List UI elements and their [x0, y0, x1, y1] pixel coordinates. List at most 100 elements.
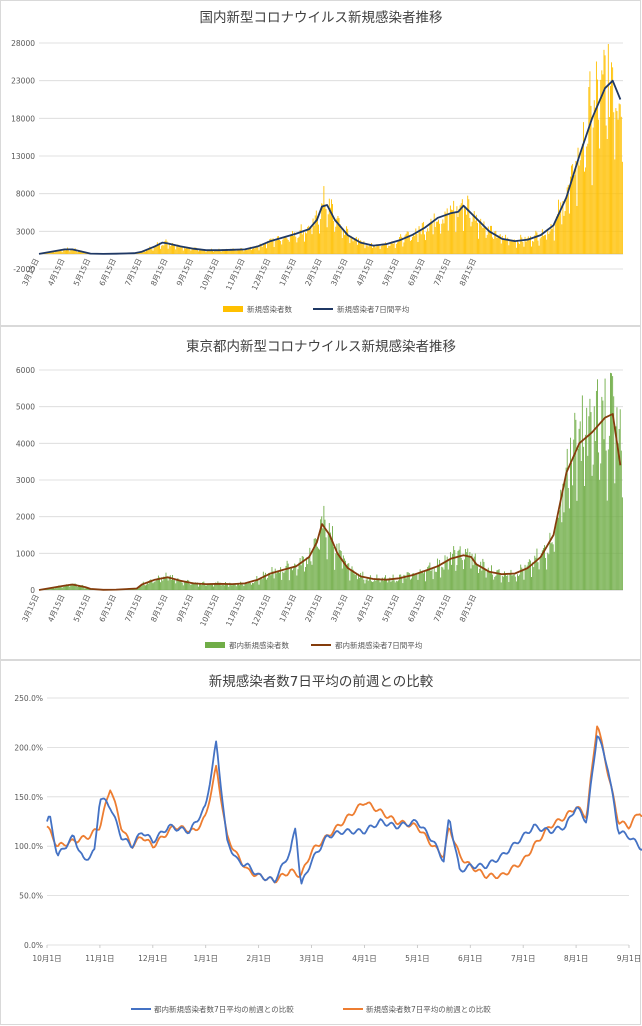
daily-bar — [314, 226, 315, 254]
daily-bar — [176, 580, 177, 590]
daily-bar — [526, 242, 527, 254]
daily-bar — [342, 238, 343, 254]
daily-bar — [435, 227, 436, 254]
daily-bar — [289, 580, 290, 590]
daily-bar — [553, 544, 554, 590]
y-tick-label: 3000 — [16, 476, 35, 485]
daily-bar — [581, 461, 582, 590]
y-tick-label: 18000 — [11, 114, 35, 123]
daily-bar — [538, 241, 539, 254]
daily-bar — [349, 243, 350, 254]
daily-bar — [555, 221, 556, 254]
daily-bar — [154, 582, 155, 590]
daily-bar — [243, 251, 244, 254]
x-tick-label: 5月15日 — [380, 257, 401, 287]
daily-bar — [347, 229, 348, 254]
daily-bar — [428, 231, 429, 254]
daily-bar — [144, 585, 145, 590]
daily-bar — [519, 575, 520, 590]
daily-bar — [588, 87, 589, 254]
daily-bar — [402, 583, 403, 590]
daily-bar — [283, 573, 284, 590]
x-tick-label: 6月15日 — [97, 257, 118, 287]
daily-bar — [562, 484, 563, 590]
y-tick-label: 28000 — [11, 39, 35, 48]
daily-bar — [397, 581, 398, 590]
daily-bar — [312, 234, 313, 254]
daily-bar — [330, 533, 331, 590]
daily-bar — [332, 526, 333, 590]
daily-bar — [318, 548, 319, 590]
daily-bar — [414, 236, 415, 254]
daily-bar — [232, 585, 233, 590]
daily-bar — [543, 236, 544, 254]
daily-bar — [368, 246, 369, 253]
daily-bar — [469, 552, 470, 590]
daily-bar — [599, 480, 600, 590]
daily-bar — [531, 247, 532, 254]
y-tick-label: 6000 — [16, 366, 35, 375]
legend-label-tokyo: 都内新規感染者数7日平均の前週との比較 — [154, 1004, 294, 1014]
daily-bar — [268, 243, 269, 254]
x-tick-label: 9月1日 — [617, 954, 642, 963]
daily-bar — [569, 214, 570, 254]
daily-bar — [535, 231, 536, 254]
x-tick-label: 12月1日 — [138, 954, 167, 963]
x-tick-label: 1月15日 — [278, 593, 299, 623]
daily-bar — [608, 449, 609, 590]
daily-bar — [495, 576, 496, 590]
daily-bar — [304, 242, 305, 254]
daily-bar — [385, 575, 386, 590]
daily-bar — [353, 241, 354, 254]
daily-bar — [160, 582, 161, 590]
daily-bar — [441, 567, 442, 590]
daily-bar — [359, 242, 360, 254]
daily-bar — [213, 252, 214, 254]
daily-bar — [557, 214, 558, 254]
daily-bar — [269, 573, 270, 590]
daily-bar — [156, 579, 157, 590]
daily-bar — [465, 209, 466, 254]
daily-bar — [255, 247, 256, 254]
daily-bar — [501, 582, 502, 590]
daily-bar — [299, 237, 300, 254]
daily-bar — [378, 578, 379, 590]
daily-bar — [180, 247, 181, 254]
x-tick-label: 12月15日 — [250, 593, 273, 628]
daily-bar — [316, 539, 317, 590]
daily-bar — [458, 217, 459, 254]
daily-bar — [310, 561, 311, 590]
x-tick-label: 2月1日 — [246, 954, 271, 963]
daily-bar — [460, 205, 461, 254]
daily-bar — [424, 234, 425, 254]
daily-bar — [476, 565, 477, 590]
daily-bar — [163, 245, 164, 253]
daily-bar — [141, 586, 142, 590]
daily-bar — [398, 241, 399, 254]
daily-bar — [516, 248, 517, 254]
daily-bar — [585, 167, 586, 253]
daily-bar — [512, 575, 513, 590]
daily-bar — [335, 553, 336, 590]
y-tick-label: 5000 — [16, 403, 35, 412]
daily-bar — [403, 242, 404, 254]
daily-bar — [580, 421, 581, 590]
daily-bar — [572, 485, 573, 590]
daily-bar — [426, 232, 427, 254]
daily-bar — [591, 106, 592, 254]
daily-bar — [416, 573, 417, 590]
legend-swatch-bars — [205, 642, 225, 648]
daily-bar — [453, 201, 454, 254]
daily-bar — [548, 554, 549, 590]
daily-bar — [221, 585, 222, 590]
daily-bar — [430, 571, 431, 590]
daily-bar — [538, 562, 539, 590]
daily-bar — [272, 240, 273, 254]
daily-bar — [168, 581, 169, 590]
daily-bar — [588, 416, 589, 590]
daily-bar — [412, 237, 413, 254]
daily-bar — [319, 233, 320, 253]
daily-bar — [524, 580, 525, 590]
daily-bar — [367, 578, 368, 590]
y-tick-label: 100.0% — [14, 842, 43, 851]
